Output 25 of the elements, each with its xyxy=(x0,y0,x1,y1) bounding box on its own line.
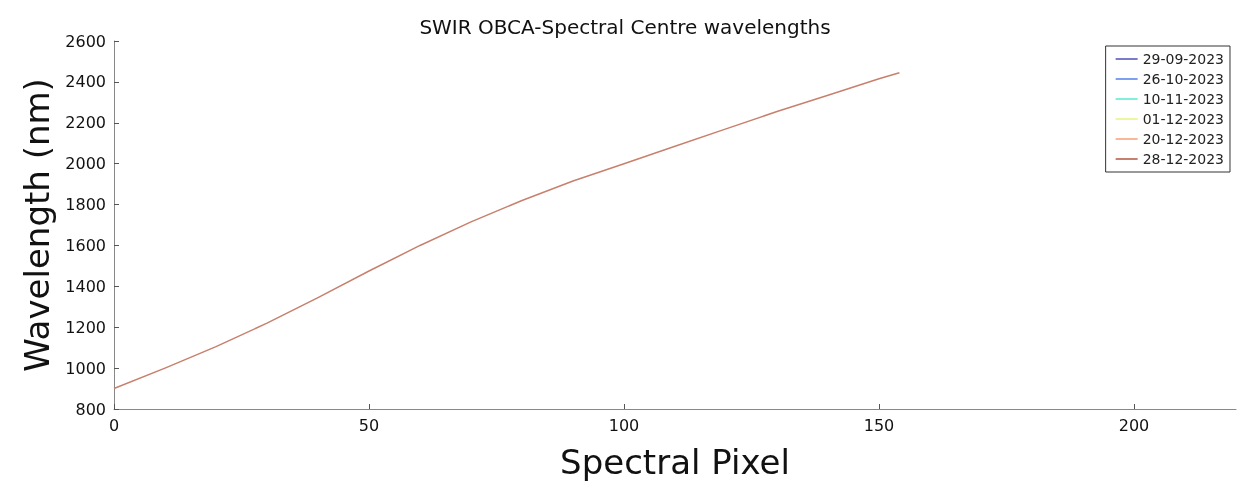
legend-label: 26-10-2023 xyxy=(1142,71,1225,87)
legend-label: 28-12-2023 xyxy=(1142,151,1225,167)
x-tick-label: 150 xyxy=(863,415,895,435)
y-tick-label: 2200 xyxy=(65,113,106,133)
legend-label: 20-12-2023 xyxy=(1142,131,1225,147)
y-tick-label: 2000 xyxy=(65,154,106,174)
y-tick-label: 1400 xyxy=(65,276,106,296)
chart-title: SWIR OBCA-Spectral Centre wavelengths xyxy=(419,15,831,39)
y-axis-title: Wavelength (nm) xyxy=(17,78,58,372)
y-tick-label: 2400 xyxy=(65,72,106,92)
x-tick-label: 50 xyxy=(358,415,380,435)
x-tick-label: 100 xyxy=(608,415,640,435)
y-tick-label: 1200 xyxy=(65,317,106,337)
legend-label: 01-12-2023 xyxy=(1142,111,1225,127)
legend-label: 29-09-2023 xyxy=(1142,51,1225,67)
line-series xyxy=(113,71,901,390)
x-axis-title: Spectral Pixel xyxy=(560,442,790,482)
x-tick-label: 0 xyxy=(108,415,120,435)
x-tick-label: 200 xyxy=(1118,415,1150,435)
y-tick-label: 2600 xyxy=(65,31,106,51)
y-tick-label: 1800 xyxy=(65,195,106,215)
y-tick-label: 1000 xyxy=(65,358,106,378)
y-tick-label: 800 xyxy=(75,399,106,419)
legend-label: 10-11-2023 xyxy=(1142,91,1225,107)
y-tick-label: 1600 xyxy=(65,235,106,255)
